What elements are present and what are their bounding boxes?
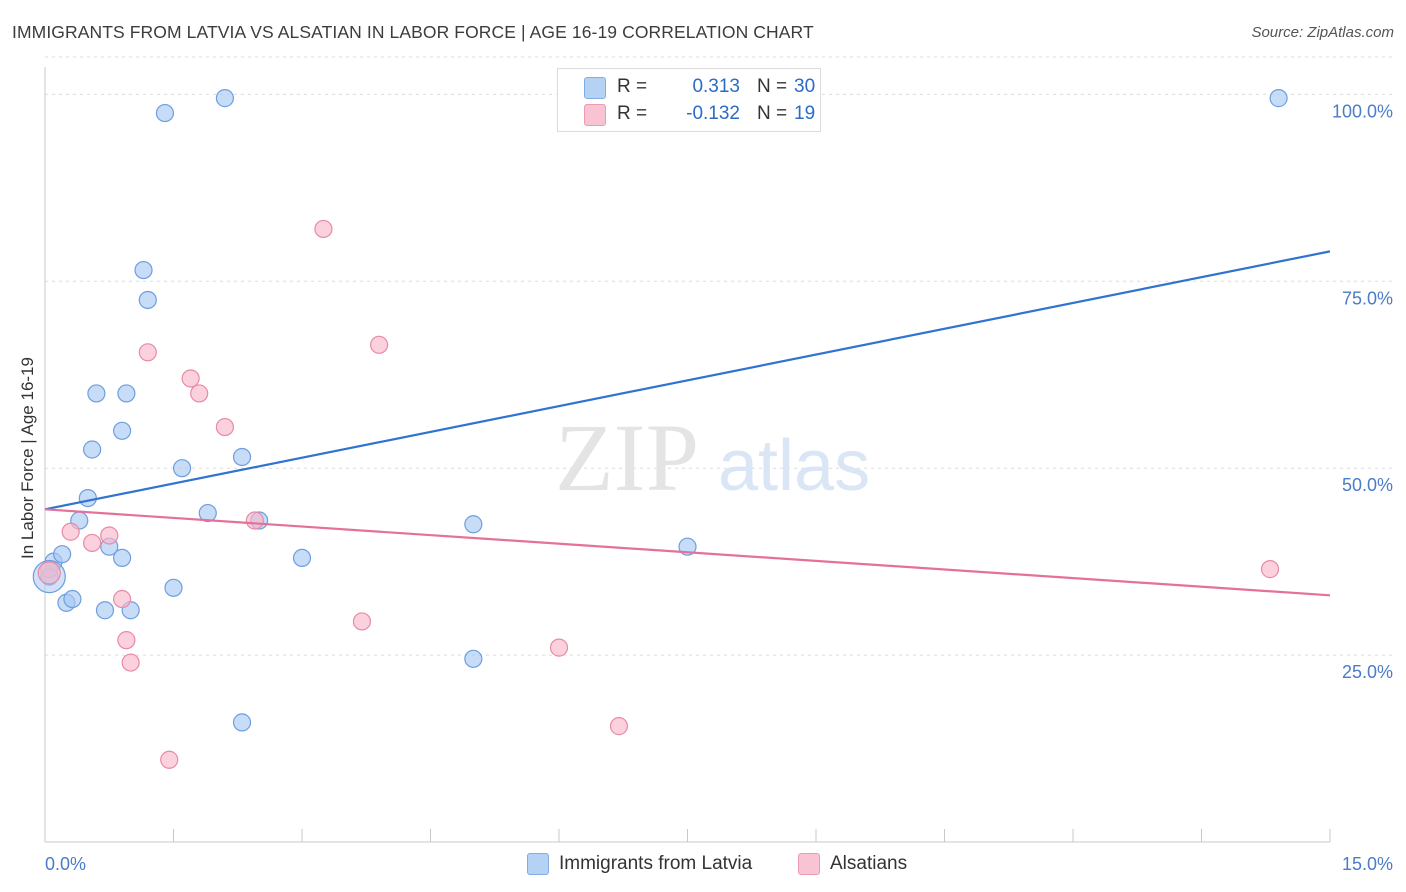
- alsatian-point: [609, 717, 629, 736]
- latvia-point: [112, 548, 132, 568]
- series-swatch-latvia: [527, 853, 549, 875]
- alsatian-point: [61, 522, 80, 541]
- latvia-point: [87, 384, 106, 403]
- latvia-point: [164, 578, 183, 597]
- alsatian-point: [181, 369, 200, 388]
- legend-n-value-alsatians: 19: [794, 103, 816, 124]
- y-tick-label: 25.0%: [1342, 662, 1393, 682]
- legend-r-value-alsatians: -0.132: [686, 103, 740, 124]
- legend-r-value-latvia: 0.313: [692, 76, 740, 97]
- latvia-point: [134, 260, 153, 280]
- watermark: ZIP atlas: [555, 404, 870, 511]
- latvia-point: [117, 384, 136, 403]
- latvia-point: [78, 488, 97, 508]
- alsatian-point: [245, 511, 264, 530]
- latvia-point: [83, 440, 102, 459]
- latvia-point: [292, 548, 312, 568]
- legend-swatch-latvia: [584, 77, 606, 99]
- alsatian-point: [314, 219, 333, 239]
- y-tick-label: 75.0%: [1342, 288, 1393, 308]
- latvia-point: [112, 421, 132, 440]
- latvia-point: [172, 459, 192, 478]
- alsatian-point: [138, 343, 157, 362]
- alsatian-point: [83, 533, 102, 553]
- legend-r-label: R =: [617, 76, 648, 97]
- latvia-point: [232, 713, 252, 732]
- watermark-zip: ZIP: [555, 404, 699, 511]
- alsatian-point: [117, 631, 136, 650]
- alsatian-point: [370, 335, 389, 354]
- gridlines: [45, 56, 1393, 656]
- alsatian-point: [160, 750, 179, 769]
- watermark-atlas: atlas: [718, 426, 870, 506]
- alsatian-point: [549, 638, 569, 657]
- latvia-trend-line: [44, 250, 1331, 511]
- series-label-alsatians: Alsatians: [830, 853, 908, 874]
- alsatian-point: [1260, 560, 1280, 579]
- y-tick-label: 50.0%: [1342, 475, 1393, 495]
- alsatian-point: [215, 417, 234, 437]
- alsatian-point: [112, 589, 132, 609]
- x-tick-label: 0.0%: [45, 854, 86, 874]
- alsatian-point: [121, 653, 140, 672]
- latvia-point: [215, 89, 234, 108]
- alsatian-point: [100, 526, 119, 545]
- legend-r-label: R =: [617, 103, 648, 124]
- axes: [44, 67, 1331, 843]
- latvia-point: [138, 290, 157, 310]
- legend-swatch-alsatians: [584, 104, 606, 126]
- latvia-point: [95, 601, 115, 620]
- latvia-point: [464, 515, 483, 534]
- latvia-point: [155, 103, 175, 123]
- trend-lines: [44, 250, 1331, 597]
- series-swatch-alsatians: [798, 853, 820, 875]
- latvia-point: [1269, 89, 1288, 108]
- legend-n-value-latvia: 30: [794, 76, 816, 97]
- series-label-latvia: Immigrants from Latvia: [559, 853, 753, 874]
- legend-n-label: N =: [757, 103, 788, 124]
- alsatian-trend-line: [44, 508, 1331, 597]
- tick-labels: 25.0% 50.0% 75.0% 100.0% 0.0% 15.0%: [45, 101, 1393, 874]
- latvia-point: [464, 649, 483, 668]
- latvia-point: [63, 589, 82, 609]
- correlation-legend: R = 0.313 N = 30 R = -0.132 N = 19: [557, 68, 821, 132]
- latvia-point: [198, 503, 217, 523]
- alsatian-point: [190, 384, 209, 403]
- y-tick-label: 100.0%: [1332, 101, 1393, 121]
- chart-source: Source: ZipAtlas.com: [1251, 24, 1394, 41]
- chart-title: IMMIGRANTS FROM LATVIA VS ALSATIAN IN LA…: [12, 22, 814, 42]
- legend-n-label: N =: [757, 76, 788, 97]
- latvia-point: [232, 447, 252, 467]
- x-tick-label: 15.0%: [1342, 854, 1393, 874]
- latvia-point: [53, 545, 72, 564]
- alsatian-point: [352, 612, 372, 631]
- alsatian-cluster-point: [37, 561, 61, 585]
